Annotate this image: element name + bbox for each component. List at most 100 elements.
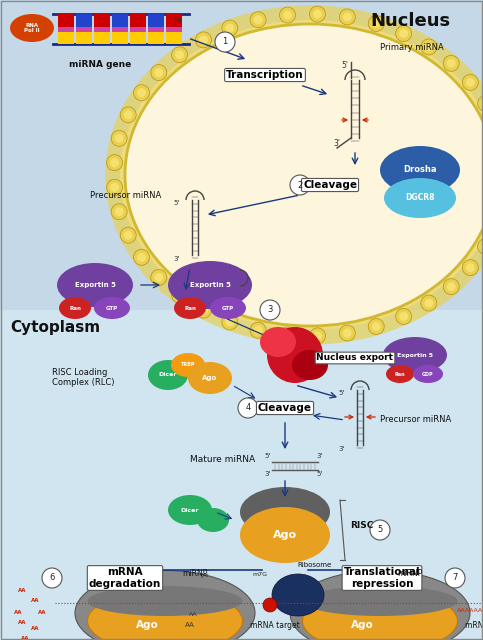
Text: Primary miRNA: Primary miRNA (380, 44, 444, 52)
Text: Exportin 5: Exportin 5 (397, 353, 433, 358)
Circle shape (154, 68, 163, 77)
Circle shape (283, 11, 292, 20)
Text: Cleavage: Cleavage (303, 180, 357, 190)
Circle shape (151, 269, 167, 285)
Circle shape (124, 230, 133, 240)
Text: 5': 5' (174, 200, 180, 206)
Circle shape (399, 312, 408, 321)
Circle shape (196, 32, 212, 48)
Ellipse shape (87, 590, 242, 640)
Circle shape (313, 10, 322, 19)
Circle shape (425, 42, 433, 51)
Text: GTP: GTP (106, 305, 118, 310)
Circle shape (171, 287, 187, 303)
Circle shape (111, 131, 127, 147)
Text: 4: 4 (245, 403, 251, 413)
Text: miRNA gene: miRNA gene (69, 60, 131, 69)
Ellipse shape (386, 365, 414, 383)
Circle shape (280, 7, 296, 23)
Circle shape (254, 15, 263, 24)
Text: 3': 3' (339, 446, 345, 452)
Circle shape (340, 9, 355, 25)
Circle shape (447, 282, 456, 291)
Text: 3': 3' (333, 140, 341, 148)
Circle shape (425, 298, 433, 308)
Circle shape (340, 325, 355, 341)
Circle shape (120, 227, 136, 243)
Circle shape (481, 242, 483, 251)
Text: Dicer: Dicer (181, 508, 199, 513)
Circle shape (399, 29, 408, 38)
Circle shape (421, 39, 437, 55)
Circle shape (443, 278, 459, 294)
Circle shape (199, 306, 208, 315)
Ellipse shape (272, 574, 324, 616)
Text: Mature miRNA: Mature miRNA (190, 456, 255, 465)
Ellipse shape (383, 337, 447, 373)
Text: Drosha: Drosha (403, 166, 437, 175)
Bar (112, 27, 128, 32)
Circle shape (280, 327, 296, 343)
Text: 3: 3 (267, 305, 273, 314)
Circle shape (466, 263, 475, 272)
Ellipse shape (59, 297, 91, 319)
Circle shape (137, 88, 146, 97)
Circle shape (466, 78, 475, 87)
Circle shape (310, 328, 326, 344)
Circle shape (250, 323, 266, 339)
Circle shape (478, 95, 483, 111)
Text: Ribosome: Ribosome (298, 562, 332, 568)
Bar (76, 27, 92, 32)
Circle shape (42, 568, 62, 588)
Text: 1: 1 (222, 38, 227, 47)
Circle shape (133, 249, 150, 265)
Text: 5: 5 (377, 525, 383, 534)
Text: TRBP: TRBP (181, 362, 195, 367)
Circle shape (124, 110, 133, 119)
Text: AA: AA (31, 598, 39, 602)
Circle shape (110, 183, 119, 192)
Circle shape (443, 55, 459, 71)
Text: Ago: Ago (273, 530, 297, 540)
Text: 5': 5' (265, 453, 271, 459)
Text: 5': 5' (341, 61, 349, 70)
Circle shape (133, 84, 150, 100)
Bar (148, 27, 164, 32)
Circle shape (343, 12, 352, 22)
Text: Transcription: Transcription (226, 70, 304, 80)
Ellipse shape (210, 297, 246, 319)
Bar (112, 14, 128, 27)
Circle shape (222, 20, 238, 36)
Ellipse shape (413, 365, 443, 383)
Text: GTP: GTP (222, 305, 234, 310)
Text: 5': 5' (317, 471, 323, 477)
Ellipse shape (168, 495, 212, 525)
Ellipse shape (380, 146, 460, 194)
Ellipse shape (171, 353, 205, 377)
Text: m7G: m7G (253, 573, 268, 577)
Bar (0, 310, 483, 640)
Circle shape (396, 26, 412, 42)
Text: Translational
repression: Translational repression (344, 567, 420, 589)
Bar (58, 14, 74, 27)
Text: RISC: RISC (350, 520, 373, 529)
Text: Ago: Ago (136, 620, 158, 630)
Text: Ran: Ran (69, 305, 81, 310)
Bar (130, 27, 146, 32)
Ellipse shape (148, 360, 188, 390)
Circle shape (110, 158, 119, 167)
Circle shape (254, 326, 263, 335)
Text: 3': 3' (265, 471, 271, 477)
Circle shape (478, 239, 483, 255)
Text: RISC Loading
Complex (RLC): RISC Loading Complex (RLC) (52, 368, 114, 387)
Circle shape (343, 328, 352, 337)
Circle shape (368, 319, 384, 335)
Text: ✂: ✂ (201, 570, 209, 580)
Bar (130, 32, 146, 44)
Circle shape (250, 12, 266, 28)
Text: Ran: Ran (395, 371, 405, 376)
Text: 2: 2 (298, 180, 303, 189)
Circle shape (370, 520, 390, 540)
Circle shape (120, 107, 136, 123)
Circle shape (263, 598, 277, 612)
